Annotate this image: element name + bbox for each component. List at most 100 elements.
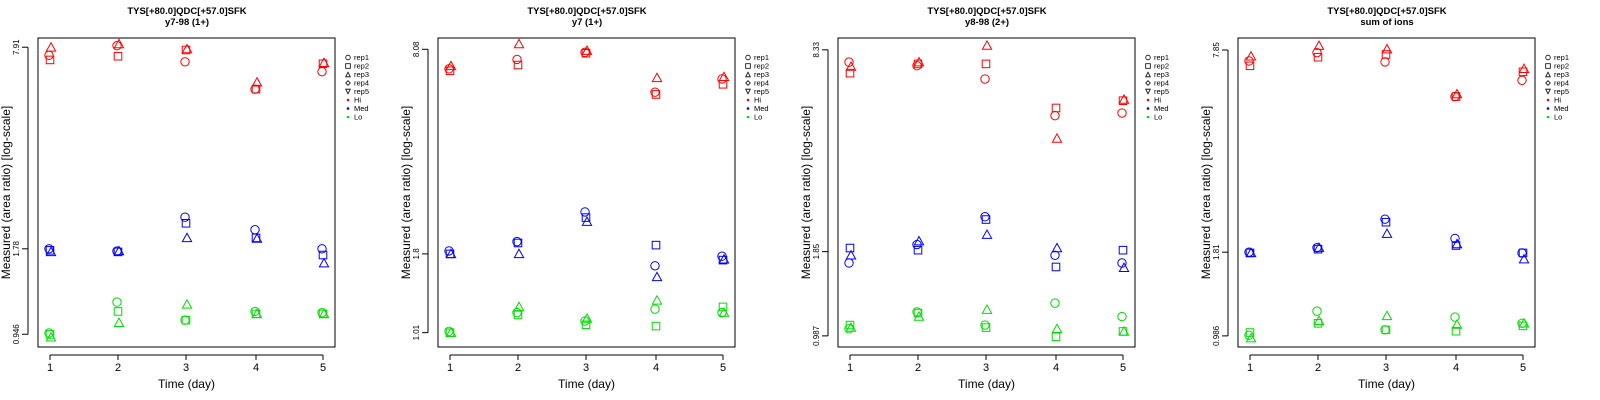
legend-shape [745, 88, 751, 95]
y-axis-label: Measured (area ratio) [log-scale] [399, 106, 413, 279]
chart-title: TYS[+80.0]QDC[+57.0]SFK [927, 6, 1046, 17]
legend-label: Hi [1154, 96, 1161, 105]
data-point-med-rep3-day2 [113, 245, 125, 256]
data-point-hi-rep3-day2 [513, 38, 525, 49]
data-point-lo-rep1-day4 [1450, 312, 1460, 322]
x-axis-label: Time (day) [958, 377, 1015, 391]
data-point-lo-rep1-day2 [512, 307, 522, 318]
data-point-hi-rep3-day5 [1518, 63, 1530, 73]
data-point-lo-rep3-day4 [651, 294, 663, 305]
data-point-hi-rep1-day5 [1117, 108, 1127, 118]
legend-label: rep4 [1154, 79, 1169, 88]
y-axis-label: Measured (area ratio) [log-scale] [0, 106, 13, 279]
triangle-down-icon [745, 88, 751, 95]
data-point-hi-rep2-day2 [1313, 52, 1323, 62]
data-point-med-rep1-day5 [317, 244, 327, 254]
data-point-lo-rep3-day1 [445, 327, 457, 337]
y-tick-label: 8.08 [412, 41, 421, 57]
data-point-lo-rep2-day2 [1313, 319, 1323, 328]
x-tick-label: 3 [583, 362, 589, 374]
data-point-hi-rep3-day1 [845, 60, 857, 71]
data-point-hi-rep2-day3 [981, 59, 991, 69]
y-axis-label: Measured (area ratio) [log-scale] [799, 106, 813, 279]
legend-label: Hi [1554, 96, 1561, 105]
legend-shape [1145, 80, 1151, 86]
triangle-down-icon [1545, 88, 1551, 95]
data-point-lo-rep3-day3 [981, 304, 993, 314]
data-point-med-rep3-day1 [45, 246, 57, 257]
data-point-hi-rep3-day5 [718, 71, 730, 82]
data-point-med-rep1-day2 [512, 236, 522, 247]
data-point-med-rep1-day3 [1380, 214, 1390, 224]
data-point-med-rep3-day4 [651, 271, 663, 282]
plot-frame [837, 37, 1136, 348]
data-point-hi-rep3-day1 [45, 41, 57, 52]
legend-shape [1545, 63, 1551, 69]
legend-label: rep5 [354, 87, 369, 96]
legend-label: Lo [1154, 113, 1162, 122]
data-point-med-rep2-day3 [1381, 217, 1391, 227]
legend-shape [745, 80, 751, 86]
data-point-hi-rep2-day3 [581, 48, 591, 58]
chart-title: TYS[+80.0]QDC[+57.0]SFK [127, 6, 246, 17]
data-point-med-rep3-day5 [1118, 262, 1130, 272]
y-tick-label: 7.85 [1212, 42, 1221, 58]
data-point-med-rep2-day5 [318, 250, 328, 260]
data-point-hi-rep2-day4 [651, 90, 661, 99]
data-point-lo-rep3-day1 [1245, 332, 1257, 343]
data-point-med-rep3-day3 [981, 228, 993, 239]
data-point-med-rep1-day3 [180, 212, 190, 222]
legend-label: Med [1154, 104, 1169, 113]
chart-title: TYS[+80.0]QDC[+57.0]SFK [527, 6, 646, 17]
data-point-hi-rep3-day2 [1313, 40, 1325, 50]
data-point-lo-rep2-day3 [181, 315, 191, 325]
legend-shape [1145, 54, 1151, 61]
x-tick-label: 2 [915, 362, 921, 374]
legend-color-dot [1146, 107, 1150, 110]
data-point-hi-rep2-day1 [45, 55, 55, 65]
x-tick-label: 4 [1453, 362, 1459, 374]
legend-shape [1145, 71, 1151, 78]
data-point-lo-rep1-day5 [1117, 311, 1127, 322]
x-tick-label: 1 [447, 362, 453, 374]
legend-label: rep3 [354, 70, 369, 79]
data-point-hi-rep1-day3 [180, 57, 190, 67]
data-point-med-rep3-day5 [718, 253, 730, 264]
legend-shape [745, 63, 751, 69]
y-axis-label: Measured (area ratio) [log-scale] [1199, 106, 1213, 279]
diamond-icon [1145, 80, 1151, 86]
legend-label: rep2 [754, 62, 769, 71]
plot-frame [1237, 37, 1536, 348]
square-icon [745, 63, 751, 69]
x-tick-label: 3 [983, 362, 989, 374]
data-point-hi-rep2-day2 [513, 60, 523, 70]
data-point-lo-rep1-day4 [250, 306, 260, 317]
data-point-med-rep1-day3 [980, 212, 990, 222]
legend-label: rep4 [354, 79, 369, 88]
legend-label: rep3 [754, 70, 769, 79]
legend-shape [745, 71, 751, 78]
chart-subtitle: y7 (1+) [572, 17, 602, 28]
legend-label: rep4 [754, 79, 769, 88]
data-point-med-rep2-day3 [981, 215, 991, 224]
circle-icon [1545, 54, 1551, 61]
y-tick-label: 7.91 [12, 39, 21, 55]
legend-color-dot [746, 98, 750, 102]
legend-label: rep5 [1154, 87, 1169, 96]
y-tick-label: 8.33 [812, 41, 821, 57]
legend-label: rep1 [754, 53, 769, 62]
x-tick-label: 4 [253, 362, 259, 374]
data-point-lo-rep2-day5 [1518, 321, 1528, 331]
square-icon [1145, 63, 1151, 69]
triangle-up-icon [745, 71, 751, 78]
data-point-lo-rep3-day4 [1051, 323, 1063, 334]
legend-label: rep1 [1154, 53, 1169, 62]
legend-shape [1145, 63, 1151, 69]
legend-shape [1545, 80, 1551, 86]
x-axis-label: Time (day) [1358, 377, 1415, 391]
data-point-med-rep1-day1 [444, 246, 454, 256]
